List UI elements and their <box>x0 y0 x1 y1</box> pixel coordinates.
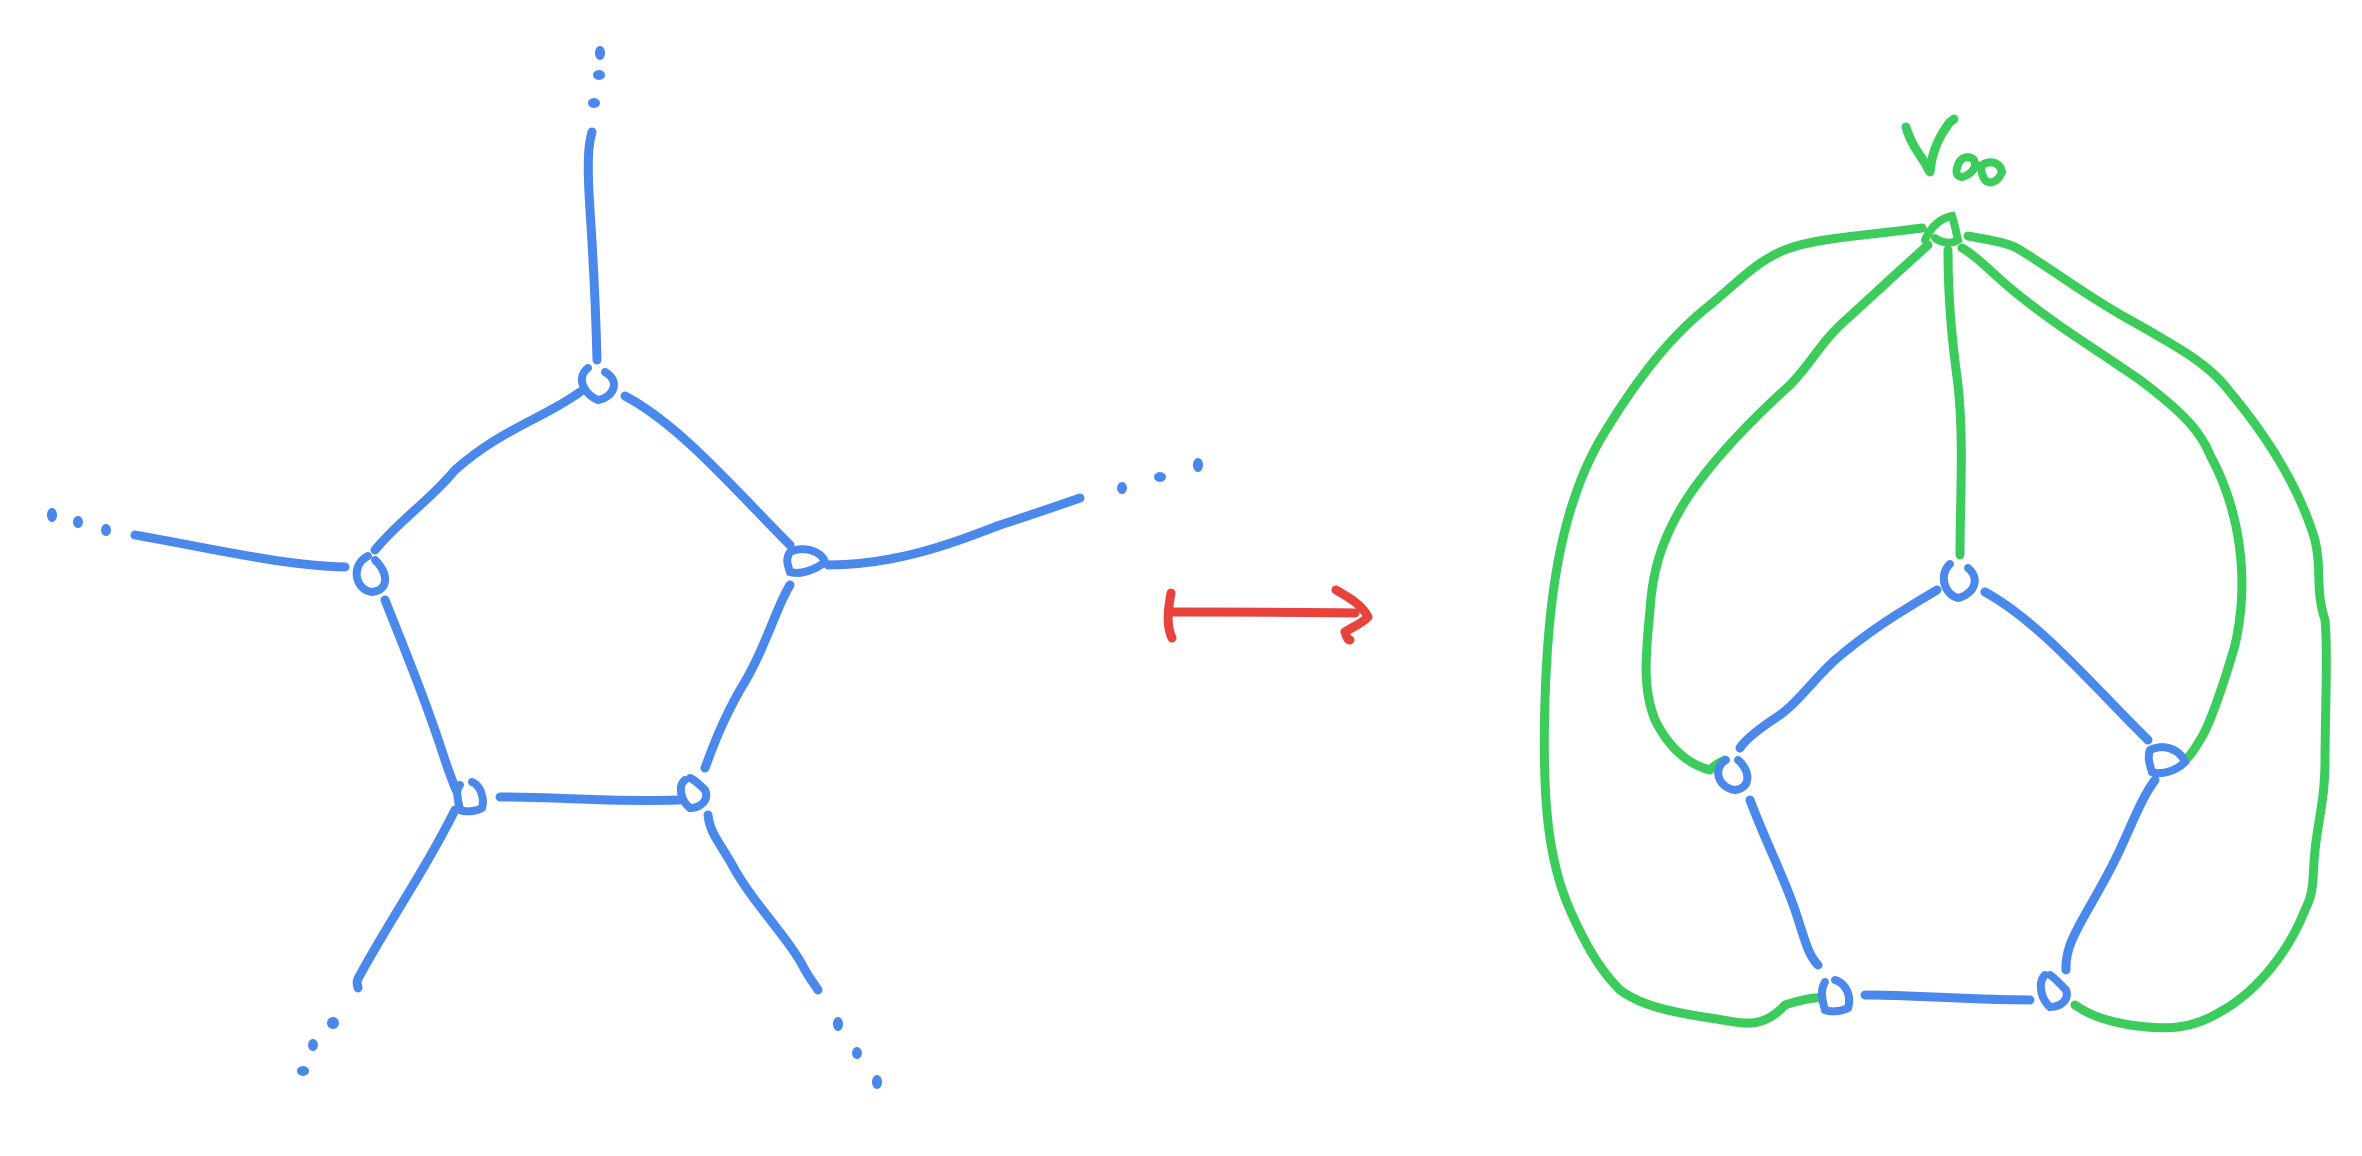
arrow-tail-bar <box>1163 588 1177 643</box>
right-node-right <box>2144 743 2190 778</box>
left-outgoing-right <box>823 493 1085 570</box>
right-graph: v₀ <box>1539 58 2331 1033</box>
green-edge-inner-right <box>1957 243 2247 765</box>
right-node-top <box>1939 560 1979 603</box>
green-edge-outer-right <box>1963 231 2331 1033</box>
left-ellipsis-top <box>588 46 605 108</box>
right-edge-bottom <box>1860 990 2035 1005</box>
v0-label-v <box>1901 114 1959 177</box>
right-node-bottom-right <box>2036 971 2071 1012</box>
left-node-top <box>578 364 618 405</box>
green-edge-outer-left <box>1539 223 1927 1028</box>
v0-node <box>1921 211 1963 247</box>
green-edge-inner-left <box>1641 240 1933 775</box>
left-node-right <box>783 545 830 577</box>
left-ellipsis-bottom-left <box>297 1017 339 1076</box>
right-edge-right-lower <box>2061 775 2160 975</box>
right-node-left <box>1714 756 1752 795</box>
right-edge-top-left <box>1735 585 1942 753</box>
green-edge-center <box>1943 245 1966 560</box>
left-outgoing-bottom-right <box>703 810 823 995</box>
v0-label-subscript <box>1952 153 2007 187</box>
left-node-bottom-left <box>453 778 487 816</box>
left-edge-right-lower <box>700 580 795 773</box>
left-ellipsis-bottom-right <box>833 1017 882 1089</box>
left-ellipsis-left <box>47 508 111 536</box>
arrow-shaft <box>1167 607 1360 618</box>
left-outgoing-left <box>130 530 350 572</box>
left-ellipsis-right <box>1117 458 1203 494</box>
left-edge-bottom <box>495 792 685 805</box>
right-edge-left-lower <box>1745 795 1823 970</box>
left-node-left <box>352 552 390 597</box>
left-edge-top-left <box>370 387 585 555</box>
maps-to-arrow <box>1163 585 1373 645</box>
left-outgoing-bottom-left <box>352 805 460 993</box>
right-node-bottom-left <box>1818 976 1854 1016</box>
left-outgoing-top <box>583 127 602 365</box>
left-edge-left-lower <box>380 595 461 795</box>
v0-label: v₀ <box>1890 58 2007 187</box>
left-edge-top-right <box>620 391 795 550</box>
left-node-bottom-right <box>676 774 711 813</box>
v0-label-text: v₀ <box>1890 58 1943 123</box>
arrow-head <box>1331 585 1373 645</box>
left-graph <box>47 46 1203 1089</box>
right-edge-top-right <box>1980 587 2153 745</box>
